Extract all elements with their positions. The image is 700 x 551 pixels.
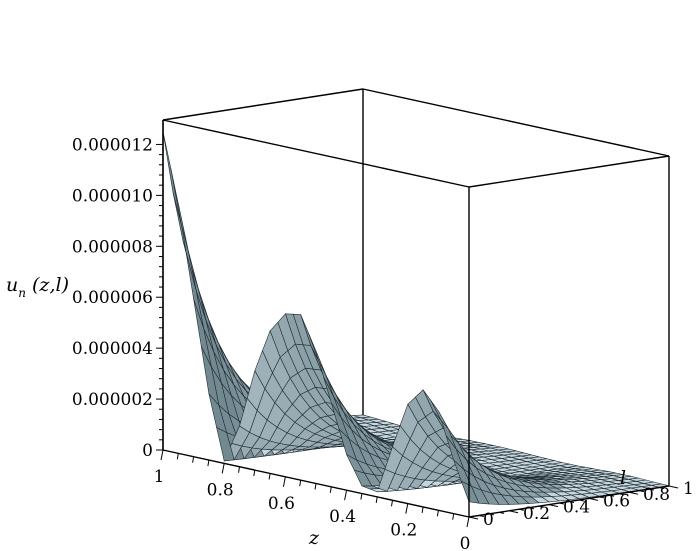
z-minor-tick [253, 470, 256, 477]
l-tick-label: 0.2 [523, 504, 550, 524]
l-minor-tick [488, 513, 495, 516]
vertical-tick-label: 0.000002 [72, 390, 153, 410]
z-axis: 1 0.8 0.6 0.4 0.2 0 [154, 449, 471, 551]
l-minor-tick [638, 490, 645, 493]
l-tick-label: 0.8 [643, 485, 670, 505]
vertical-axis-title-args: (z,l) [26, 274, 69, 296]
l-minor-tick [538, 505, 545, 508]
l-tick [508, 510, 519, 514]
z-minor-tick [299, 480, 302, 487]
z-tick-label: 0.2 [390, 521, 417, 541]
z-minor-tick [314, 483, 317, 490]
z-minor-tick [207, 459, 210, 467]
z-minor-tick [192, 456, 195, 463]
z-minor-tick [176, 453, 179, 460]
box-edge [162, 119, 470, 188]
l-minor-tick [518, 508, 525, 511]
vertical-tick-label: 0 [142, 441, 153, 461]
l-minor-tick [498, 511, 505, 514]
z-tick [344, 490, 348, 501]
z-minor-tick [436, 510, 439, 517]
z-tick-label: 0.8 [207, 480, 234, 500]
l-tick [628, 491, 639, 495]
plot-box-back [162, 88, 670, 486]
z-minor-tick [329, 486, 332, 493]
l-tick-label: 1 [683, 479, 694, 499]
surface-mesh [162, 131, 670, 505]
l-tick-label: 0.6 [603, 491, 630, 511]
l-minor-tick [528, 507, 535, 510]
z-tick [405, 503, 409, 514]
l-minor-tick [658, 487, 665, 490]
z-minor-tick [421, 506, 424, 514]
vertical-axis-title-main: u [6, 274, 18, 296]
z-minor-tick [375, 496, 378, 503]
z-axis-title: z [308, 527, 320, 549]
vertical-tick-label: 0.000008 [72, 237, 153, 257]
vertical-tick-label: 0.000010 [72, 186, 153, 206]
z-tick-label: 0 [460, 534, 471, 551]
surface-patch [162, 131, 181, 222]
l-minor-tick [558, 502, 565, 505]
l-minor-tick [578, 499, 585, 502]
vertical-tick-label: 0.000004 [72, 339, 153, 359]
l-tick [588, 497, 599, 501]
vertical-axis-title-sub: n [18, 286, 26, 300]
l-tick-label: 0.4 [563, 498, 590, 518]
l-minor-tick [568, 501, 575, 503]
l-minor-tick [598, 496, 605, 499]
l-axis: 0 0.2 0.4 0.6 0.8 1 [468, 479, 694, 530]
z-minor-tick [360, 493, 363, 500]
box-edge [362, 88, 670, 157]
box-edge [162, 88, 364, 121]
z-tick [282, 476, 286, 487]
l-minor-tick [648, 488, 655, 491]
l-tick-label: 0 [483, 510, 494, 530]
vertical-tick-label: 0.000012 [72, 135, 153, 155]
z-minor-tick [268, 473, 271, 480]
z-minor-tick [238, 466, 240, 473]
box-edge [468, 155, 670, 188]
z-minor-tick [391, 500, 393, 507]
z-tick-label: 0.4 [329, 507, 356, 527]
z-tick-label: 0.6 [268, 494, 295, 514]
z-minor-tick [452, 513, 455, 520]
l-tick [668, 485, 679, 489]
l-minor-tick [478, 514, 485, 517]
z-tick [221, 463, 225, 474]
l-minor-tick [608, 494, 615, 497]
vertical-axis: 0 0.000002 0.000004 0.000006 0.000008 0.00001… [72, 120, 164, 461]
z-tick-label: 1 [154, 467, 165, 487]
l-tick [548, 504, 559, 508]
vertical-axis-title: un (z,l) [6, 274, 69, 300]
surface-patch [185, 251, 204, 329]
l-axis-title: l [620, 467, 626, 489]
vertical-tick-label: 0.000006 [72, 288, 153, 308]
z-tick [160, 449, 164, 461]
surface-patch [170, 167, 189, 252]
z-tick [466, 516, 470, 528]
l-tick [468, 516, 479, 520]
l-minor-tick [618, 493, 625, 496]
